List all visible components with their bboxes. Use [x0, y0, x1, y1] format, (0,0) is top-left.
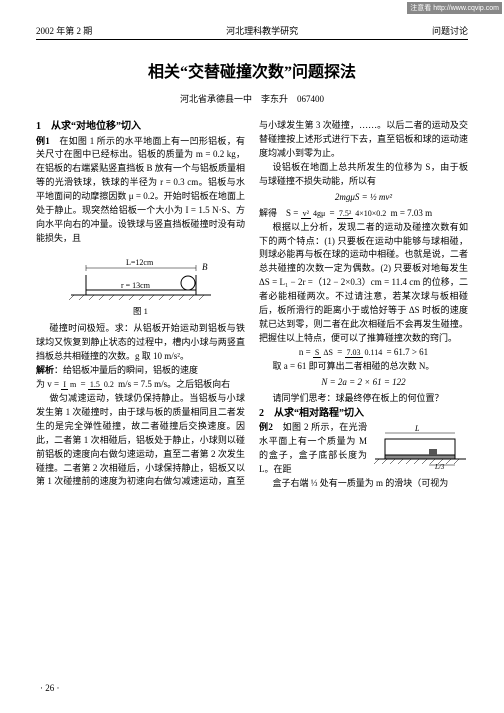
formula-v-tail: m/s = 7.5 m/s。之后铝板向右 — [118, 379, 230, 389]
formula-5: N = 2a = 2 × 61 = 122 — [259, 376, 468, 390]
frac-n: 7.03 — [345, 348, 363, 358]
frac-d: 4×10×0.2 — [353, 209, 388, 218]
fig2-L-label: L — [414, 424, 420, 433]
page: 注意看 http://www.cqvip.com 2002 年第 2 期 河北理… — [0, 0, 504, 713]
figure-1-caption: 图 1 — [36, 305, 245, 318]
example-1: 例1 在如图 1 所示的水平地面上有一凹形铝板，有关尺寸在图中已经标出。铝板的质… — [36, 135, 245, 247]
section-1-heading: 1 从求“对地位移”切入 — [36, 119, 245, 135]
formula-v: 为 v = Im = 1.50.2 m/s = 7.5 m/s。之后铝板向右 — [36, 378, 245, 392]
fig1-L-label: L=12cm — [126, 258, 154, 267]
formula-2: 2mgμS = ½ mv² — [259, 191, 468, 205]
example-1-label: 例1 — [36, 136, 50, 146]
fig1-r-label: r = 13cm — [121, 281, 151, 290]
frac-d: ΔS — [321, 348, 335, 357]
example-2-text: 如图 2 所示，在光滑水平面上有一个质量为 M 的盒子，盒子底部长度为 L。在距 — [259, 422, 367, 474]
figure-1-svg: L=12cm B r = 13cm — [66, 250, 216, 305]
formula-3: 解得 S = v²4gμ = 7.5²4×10×0.2 m = 7.03 m — [259, 207, 468, 221]
frac-n: 1.5 — [88, 380, 102, 390]
formula-eq: = — [330, 208, 337, 218]
body-columns: 1 从求“对地位移”切入 例1 在如图 1 所示的水平地面上有一凹形铝板，有关尺… — [36, 119, 468, 491]
col2-p4: 请同学们思考：球最终停在板上的何位置？ — [259, 392, 468, 406]
header-center: 河北理科教学研究 — [226, 24, 298, 37]
formula4-tail: = 61.7 > 61 — [387, 347, 429, 357]
figure-2-svg: L L/3 — [373, 421, 468, 469]
header-right: 问题讨论 — [432, 24, 468, 37]
formula3-label: 解得 S = — [259, 208, 298, 218]
formula-v-lhs: 为 v = — [36, 379, 59, 389]
figure-1: L=12cm B r = 13cm 图 1 — [36, 250, 245, 318]
author-line: 河北省承德县一中 李东升 067400 — [36, 92, 468, 105]
frac-n: I — [61, 380, 68, 390]
page-number: · 26 · — [40, 683, 60, 693]
frac-n: v² — [301, 209, 311, 219]
frac-d: m — [68, 380, 78, 389]
source-url-bar: 注意看 http://www.cqvip.com — [407, 2, 502, 14]
solution-label: 解析 — [36, 365, 54, 375]
col2-p5: 盒子右端 ⅓ 处有一质量为 m 的滑块（可视为 — [259, 477, 468, 491]
fig1-B-label: B — [202, 262, 208, 272]
article-title: 相关“交替碰撞次数”问题探法 — [36, 58, 468, 82]
example-2: L L/3 例2 如图 2 所示，在光滑水平面上有一个质量为 M 的盒子，盒子底… — [259, 421, 468, 477]
formula3-tail: m = 7.03 m — [391, 208, 433, 218]
formula-eq: = — [80, 379, 87, 389]
col2-p1: 设铝板在地面上总共所发生的位移为 S，由于板与球碰撞不损失动能，所以有 — [259, 161, 468, 189]
header-left: 2002 年第 2 期 — [36, 24, 92, 37]
section-2-heading: 2 从求“相对路程”切入 — [259, 406, 468, 422]
example-1-text: 在如图 1 所示的水平地面上有一凹形铝板，有关尺寸在图中已经标出。铝板的质量为 … — [36, 136, 245, 244]
frac-d: 4gμ — [311, 209, 327, 218]
col2-p2: 根据以上分析，发现二者的运动及碰撞次数有如下的两个特点：(1) 只要板在运动中能… — [259, 221, 468, 346]
solution-text: ：给铝板冲量后的瞬间，铝板的速度 — [54, 365, 198, 375]
formula-eq: = — [337, 347, 344, 357]
formula-4: n = SΔS = 7.030.114 = 61.7 > 61 — [259, 346, 468, 360]
frac-n: 7.5² — [337, 209, 353, 219]
col2-p3: 取 a = 61 即可算出二者相碰的总次数 N。 — [259, 360, 468, 374]
frac-d: 0.114 — [363, 348, 385, 357]
frac-d: 0.2 — [102, 380, 116, 389]
solution-para: 解析：给铝板冲量后的瞬间，铝板的速度 — [36, 364, 245, 378]
page-header: 2002 年第 2 期 河北理科教学研究 问题讨论 — [36, 24, 468, 40]
example-2-label: 例2 — [259, 422, 273, 432]
example-1-continued: 碰撞时间极短。求：从铝板开始运动到铝板与铁球均又恢复到静止状态的过程中，槽内小球… — [36, 322, 245, 364]
fig2-L3-label: L/3 — [434, 463, 445, 469]
formula4-pre: n = — [299, 347, 313, 357]
